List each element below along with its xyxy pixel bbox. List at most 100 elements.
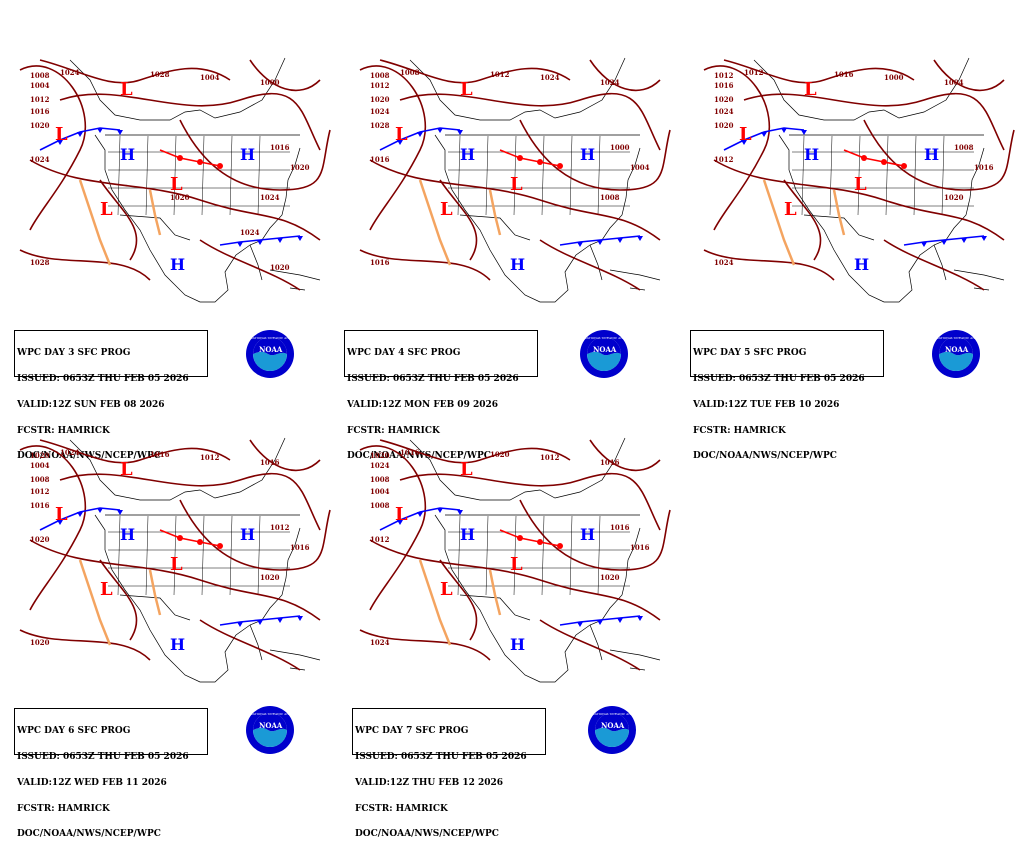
caption-agency: DOC/NOAA/NWS/NCEP/WPC xyxy=(355,829,499,840)
isobar-label: 1008 xyxy=(30,475,50,484)
isobar-line xyxy=(39,439,231,464)
high-pressure-symbol: H xyxy=(510,635,525,654)
logo-text: NOAA xyxy=(601,721,625,730)
trough-front xyxy=(418,559,452,646)
isobar-line xyxy=(379,59,571,84)
isobar-label: 1024 xyxy=(370,638,390,647)
isobar-label: 1012 xyxy=(370,81,390,90)
caption-issued: ISSUED: 0653Z THU FEB 05 2026 xyxy=(17,751,189,762)
low-pressure-symbol: L xyxy=(120,79,133,100)
isobar-label: 1008 xyxy=(400,68,420,77)
logo-text: NOAA xyxy=(593,345,617,354)
warm-front-bump xyxy=(197,159,203,165)
isobar-label: 1020 xyxy=(370,95,390,104)
warm-front-bump xyxy=(557,543,563,549)
cold-front-barb xyxy=(97,508,103,513)
geography-outline xyxy=(69,437,321,683)
cold-front-barb xyxy=(257,240,263,245)
warm-front xyxy=(159,529,221,547)
isobar-label: 1016 xyxy=(290,543,310,552)
isobar-line xyxy=(59,92,321,151)
isobar-line xyxy=(783,179,822,261)
low-pressure-symbol: L xyxy=(739,124,752,145)
isobar-line xyxy=(99,559,138,641)
isobar-label: 1016 xyxy=(834,70,854,79)
cold-front xyxy=(39,127,121,151)
logo-text: NOAA xyxy=(259,721,283,730)
isobar-line xyxy=(19,629,151,661)
isobar-label: 1020 xyxy=(290,163,310,172)
cold-front-barb xyxy=(577,622,583,627)
isobar-label: 1012 xyxy=(714,155,734,164)
isobar-label: 1004 xyxy=(30,461,50,470)
warm-front xyxy=(499,149,561,167)
noaa-logo: NOAA NATIONAL OCEANIC AND ATMOSPHERIC ADM… xyxy=(588,706,638,754)
state-lines xyxy=(108,135,290,216)
caption-agency: DOC/NOAA/NWS/NCEP/WPC xyxy=(17,829,161,840)
isobar-label: 1024 xyxy=(60,448,80,457)
low-pressure-symbol: L xyxy=(395,504,408,525)
warm-front-bump xyxy=(861,155,867,161)
isobar-label: 1016 xyxy=(30,107,50,116)
cold-front-barb xyxy=(941,240,947,245)
cold-front-barb xyxy=(277,238,283,243)
isobar-line xyxy=(249,59,321,92)
isobar-line xyxy=(723,59,915,84)
trough-front xyxy=(488,569,502,616)
logo-wave xyxy=(253,727,287,747)
isobar-line xyxy=(199,619,301,671)
logo-ring-text: NATIONAL OCEANIC AND ATMOSPHERIC ADMINIS… xyxy=(592,712,638,716)
florida-coast xyxy=(589,624,603,661)
warm-front-bump xyxy=(537,159,543,165)
isobar-label: 1024 xyxy=(240,228,260,237)
caption-valid: VALID:12Z SUN FEB 08 2026 xyxy=(17,399,165,410)
noaa-logo: NOAA NATIONAL OCEANIC AND ATMOSPHERIC ADM… xyxy=(246,706,296,754)
isobar-label: 1016 xyxy=(270,143,290,152)
us-mexico-border xyxy=(119,214,191,241)
canada-coast xyxy=(409,437,626,501)
isobar-label: 1012 xyxy=(744,68,764,77)
cold-front-barb xyxy=(437,508,443,513)
isobar-label: 1024 xyxy=(370,461,390,470)
isobar-line xyxy=(883,239,985,291)
low-pressure-symbol: L xyxy=(460,79,473,100)
isobar-label: 1016 xyxy=(610,523,630,532)
isobar-label: 1016 xyxy=(714,81,734,90)
warm-front-bump xyxy=(517,535,523,541)
caption-box-day5: WPC DAY 5 SFC PROG ISSUED: 0653Z THU FEB… xyxy=(690,330,884,461)
isobar-label: 1020 xyxy=(490,450,510,459)
isobar-label: 1020 xyxy=(714,121,734,130)
high-pressure-symbol: H xyxy=(580,145,595,164)
isobar-label: 1016 xyxy=(260,458,280,467)
us-mexico-border xyxy=(119,594,191,621)
isobar-line xyxy=(519,499,671,571)
cold-front-barb xyxy=(597,620,603,625)
isobar-line xyxy=(369,159,661,241)
cold-front-barb xyxy=(417,132,423,137)
trough-front xyxy=(762,179,796,266)
warm-front-bump xyxy=(177,155,183,161)
noaa-logo: NOAA NATIONAL OCEANIC AND ATMOSPHERIC ADM… xyxy=(246,330,296,378)
logo-wave xyxy=(587,351,621,371)
isobar-label: 1012 xyxy=(30,95,50,104)
cold-front xyxy=(39,507,121,531)
florida-coast xyxy=(249,244,263,281)
canada-coast xyxy=(409,57,626,121)
isobar-label: 1008 xyxy=(30,71,50,80)
low-pressure-symbol: L xyxy=(395,124,408,145)
cold-front-barb xyxy=(297,616,303,621)
cold-front-barb xyxy=(981,236,987,241)
isobar-label: 1012 xyxy=(714,71,734,80)
high-pressure-symbol: H xyxy=(170,255,185,274)
cold-front-barb xyxy=(237,622,243,627)
high-pressure-symbol: H xyxy=(854,255,869,274)
isobar-label: 1008 xyxy=(370,71,390,80)
low-pressure-symbol: L xyxy=(784,199,797,220)
low-pressure-symbol: L xyxy=(170,554,183,575)
isobar-label: 1008 xyxy=(600,193,620,202)
isobar-label: 1016 xyxy=(630,543,650,552)
low-pressure-symbol: L xyxy=(170,174,183,195)
isobar-label: 1024 xyxy=(714,107,734,116)
caption-forecaster: FCSTR: HAMRICK xyxy=(17,803,110,814)
